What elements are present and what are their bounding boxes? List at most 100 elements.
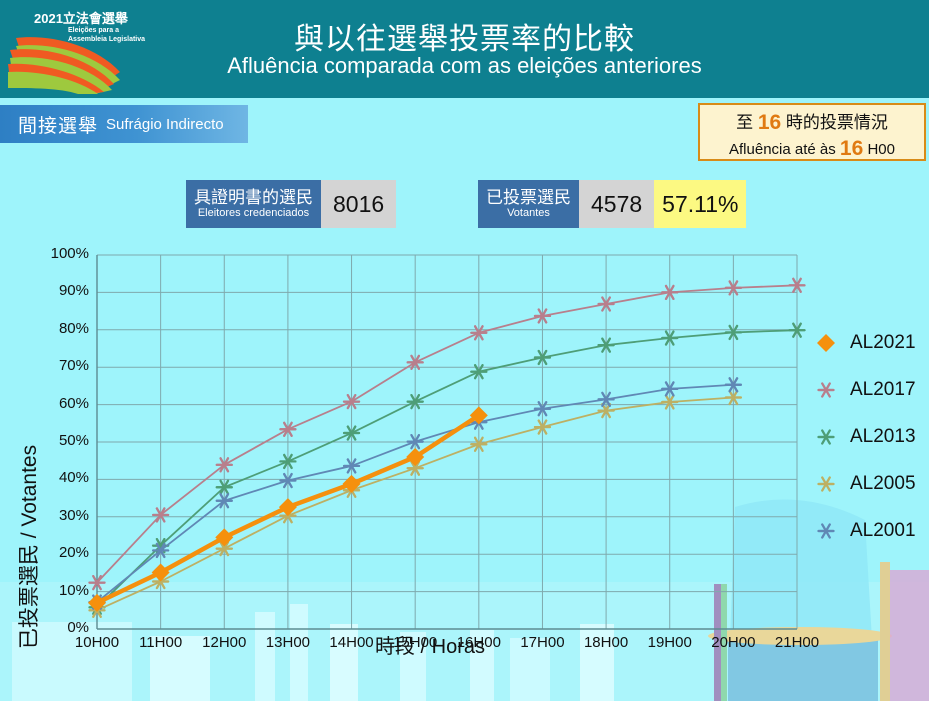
data-point-marker (817, 334, 835, 352)
legend-item-al2001[interactable]: AL2001 (812, 518, 916, 544)
data-point-marker (215, 528, 234, 547)
data-point-marker (410, 460, 421, 476)
data-point-marker (728, 280, 739, 296)
data-point-marker (283, 472, 293, 489)
skyline-decoration (0, 499, 929, 701)
asterisk-marker-icon (817, 523, 835, 539)
x-tick-label: 16H00 (456, 634, 501, 651)
skyline-building (12, 622, 132, 701)
stat-label-pt: Eleitores credenciados (197, 207, 310, 219)
data-point-marker (219, 479, 230, 495)
data-point-marker (664, 284, 675, 300)
x-tick-label: 17H00 (520, 634, 565, 651)
data-point-marker (88, 593, 106, 612)
data-point-marker (219, 540, 230, 557)
data-point-marker (473, 364, 484, 380)
chart-plot-area (0, 254, 929, 701)
stat-votes-cast: 已投票選民 Votantes 4578 57.11% (478, 180, 747, 228)
data-point-marker (278, 498, 297, 517)
y-tick-label: 90% (58, 282, 89, 300)
stat-value: 4578 (579, 180, 655, 228)
suffrage-label-zh: 間接選舉 (18, 115, 99, 137)
skyline-tower (255, 612, 275, 701)
legend-item-al2017[interactable]: AL2017 (812, 377, 916, 403)
y-tick-label: 40% (58, 469, 89, 487)
data-point-marker (728, 377, 739, 393)
x-tick-label: 14H00 (329, 634, 374, 651)
data-point-marker (473, 436, 484, 452)
y-tick-label: 0% (67, 619, 89, 636)
y-tick-label: 60% (58, 394, 89, 412)
data-point-marker (410, 354, 421, 370)
skyline-block (400, 632, 426, 701)
legend-item-al2005[interactable]: AL2005 (812, 471, 916, 497)
landmark-rim (708, 627, 892, 645)
stat-label-zh: 已投票選民 (486, 188, 571, 207)
data-point-marker (728, 324, 739, 341)
legend-item-label: AL2013 (850, 426, 916, 447)
data-point-marker (155, 507, 166, 523)
data-point-marker (601, 296, 611, 312)
x-tick-label: 12H00 (202, 634, 247, 651)
y-tick-label: 30% (58, 506, 89, 524)
data-point-marker (792, 277, 802, 293)
landmark-side (890, 570, 929, 701)
data-point-marker (537, 308, 548, 324)
data-point-marker (406, 447, 425, 466)
x-tick-label: 18H00 (583, 634, 629, 651)
page-title-pt: Afluência comparada com as eleições ante… (227, 53, 702, 78)
y-tick-label: 80% (58, 319, 89, 337)
turnout-line-chart: 已投票選民 / Votantes 時段 / Horas 0% 10% 20% 30% 4… (0, 232, 929, 701)
data-point-marker (283, 421, 293, 437)
as-of-time-zh: 至 16 時的投票情況 (736, 111, 888, 134)
legend-item-al2013[interactable]: AL2013 (812, 424, 916, 450)
data-point-marker (664, 394, 675, 410)
asterisk-marker-icon (817, 476, 835, 492)
data-point-marker (537, 401, 548, 417)
landmark-edge (880, 562, 890, 701)
as-of-time-pt: Afluência até às 16 H00 (729, 137, 895, 160)
data-point-marker (537, 419, 548, 435)
suffrage-type-banner: 間接選舉 Sufrágio Indirecto (0, 105, 248, 143)
data-point-marker (821, 523, 831, 539)
skyline-tower (290, 604, 308, 701)
data-point-marker (92, 575, 102, 591)
series-line (96, 329, 798, 609)
data-point-marker (537, 349, 548, 366)
data-point-marker (473, 325, 484, 341)
election-logo: 2021立法會選舉 Eleições para a Assembleia Leg… (8, 6, 148, 94)
stat-value: 8016 (321, 180, 397, 228)
data-point-marker (792, 322, 802, 338)
data-point-marker (601, 337, 611, 353)
y-tick-label: 20% (58, 544, 89, 562)
legend-item-label: AL2017 (850, 379, 916, 400)
x-tick-label: 21H00 (774, 634, 820, 651)
skyline-block (470, 630, 494, 701)
skyline-block (510, 638, 550, 701)
y-tick-label: 100% (50, 245, 89, 262)
x-tick-label: 20H00 (711, 634, 756, 651)
as-of-time-box: 至 16 時的投票情況 Afluência até às 16 H00 (698, 103, 926, 161)
data-point-marker (410, 434, 421, 450)
series-al2005 (88, 389, 742, 618)
y-tick-label: 10% (58, 581, 89, 599)
data-point-marker (821, 429, 831, 445)
data-point-marker (410, 394, 421, 410)
landmark-mast (714, 584, 721, 701)
skyline-block (330, 624, 358, 701)
diamond-marker-icon (817, 334, 835, 352)
logo-arcs-icon (8, 37, 120, 94)
data-point-marker (219, 493, 230, 509)
stat-label-pt: Votantes (507, 207, 550, 219)
legend-item-label: AL2021 (850, 332, 916, 353)
asterisk-marker-icon (817, 382, 835, 398)
page-title-zh: 與以往選舉投票率的比較 (294, 23, 635, 56)
data-point-marker (728, 389, 739, 406)
x-axis-title: 時段 / Horas (374, 636, 486, 658)
stat-label-zh: 具證明書的選民 (194, 188, 313, 207)
page-header: 2021立法會選舉 Eleições para a Assembleia Leg… (0, 0, 929, 98)
x-tick-label: 13H00 (265, 634, 310, 651)
data-point-marker (821, 382, 831, 398)
data-point-marker (346, 394, 357, 410)
legend-item-al2021[interactable]: AL2021 (812, 330, 916, 356)
